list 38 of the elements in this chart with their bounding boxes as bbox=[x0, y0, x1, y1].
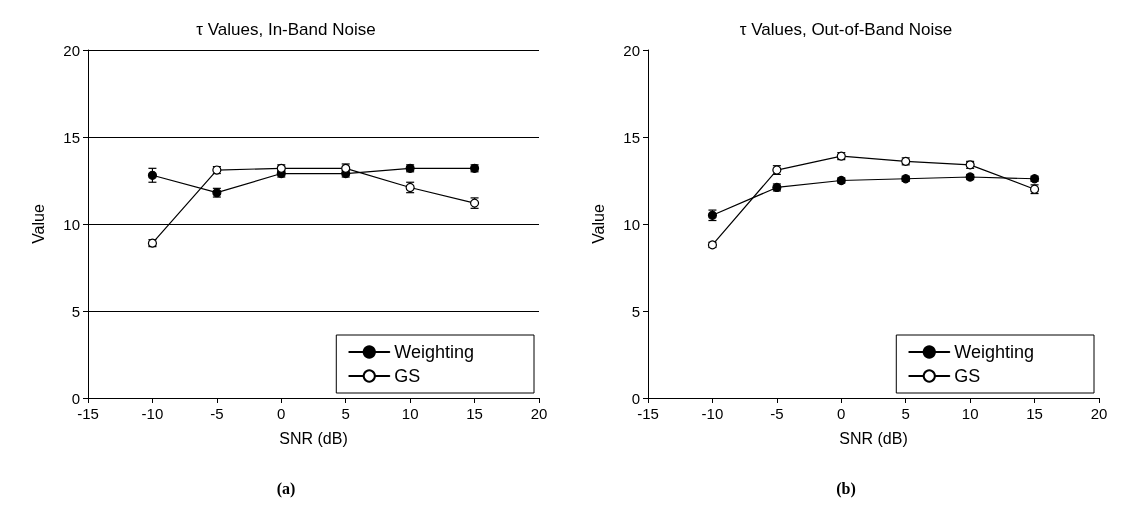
x-tick-label: 15 bbox=[1026, 405, 1043, 422]
x-axis-title: SNR (dB) bbox=[279, 429, 348, 447]
x-tick-label: -10 bbox=[701, 405, 724, 422]
y-tick-label: 5 bbox=[71, 302, 80, 320]
y-tick-label: 5 bbox=[631, 302, 640, 320]
legend-label: Weighting bbox=[394, 342, 474, 362]
text: (a) bbox=[276, 479, 296, 498]
x-tick-label: 20 bbox=[1090, 405, 1108, 422]
x-tick-label: 0 bbox=[837, 405, 846, 422]
x-tick-label: -15 bbox=[77, 405, 99, 422]
x-tick-label: 20 bbox=[530, 405, 548, 422]
y-tick-label: 20 bbox=[623, 41, 640, 59]
x-tick-label: -5 bbox=[770, 405, 784, 422]
legend-label: Weighting bbox=[954, 342, 1034, 362]
legend-label: GS bbox=[954, 366, 981, 386]
legend-label: GS bbox=[394, 366, 421, 386]
chart-title: τ Values, In-Band Noise bbox=[196, 20, 376, 39]
x-tick-label: 15 bbox=[466, 405, 483, 422]
x-tick-label: -5 bbox=[210, 405, 224, 422]
y-tick-label: 0 bbox=[631, 389, 640, 407]
x-tick-label: 5 bbox=[341, 405, 350, 422]
x-tick-label: -15 bbox=[637, 405, 659, 422]
chart-title: τ Values, Out-of-Band Noise bbox=[739, 20, 953, 39]
y-tick-label: 0 bbox=[71, 389, 80, 407]
x-tick-label: 10 bbox=[961, 405, 979, 422]
y-tick-label: 15 bbox=[623, 128, 640, 146]
x-tick-label: -10 bbox=[141, 405, 164, 422]
y-tick-label: 15 bbox=[63, 128, 80, 146]
x-tick-label: 10 bbox=[401, 405, 419, 422]
text: (b) bbox=[836, 479, 856, 498]
y-tick-label: 10 bbox=[623, 215, 640, 233]
y-tick-label: 20 bbox=[63, 41, 80, 59]
y-axis-title: Value bbox=[589, 204, 607, 244]
y-tick-label: 10 bbox=[63, 215, 80, 233]
x-tick-label: 5 bbox=[901, 405, 910, 422]
x-tick-label: 0 bbox=[277, 405, 286, 422]
y-axis-title: Value bbox=[29, 204, 47, 244]
x-axis-title: SNR (dB) bbox=[839, 429, 908, 447]
